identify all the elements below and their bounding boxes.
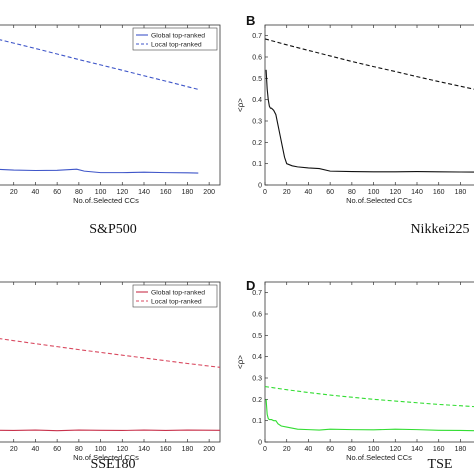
legend-entry: Global top-ranked <box>151 289 205 296</box>
legend: Global top-ranked Local top-ranked <box>132 27 218 51</box>
x-tick-label: 140 <box>138 189 150 196</box>
series-line-global <box>0 168 199 174</box>
x-tick-label: 20 <box>283 189 291 196</box>
x-tick-label: 140 <box>411 189 423 196</box>
x-tick-label: 20 <box>10 446 18 453</box>
x-tick-label: 180 <box>455 446 467 453</box>
plot-frame <box>264 24 474 186</box>
x-tick-label: 100 <box>95 446 107 453</box>
x-tick-label: 120 <box>116 189 128 196</box>
x-tick-label: 60 <box>326 446 334 453</box>
x-tick-label: 180 <box>182 446 194 453</box>
legend-entry: Local top-ranked <box>151 298 202 305</box>
series-line-global <box>265 69 474 173</box>
x-tick-label: 20 <box>10 189 18 196</box>
y-tick-label: 0.1 <box>252 418 262 425</box>
panel-label: D <box>246 278 255 293</box>
y-tick-label: 0.2 <box>252 397 262 404</box>
x-tick-label: 40 <box>305 189 313 196</box>
x-tick-label: 120 <box>389 446 401 453</box>
y-tick-label: 0 <box>258 440 262 447</box>
x-tick-label: 60 <box>53 446 61 453</box>
x-tick-label: 120 <box>389 189 401 196</box>
y-tick-label: 0.3 <box>252 119 262 126</box>
x-tick-label: 160 <box>160 189 172 196</box>
x-tick-label: 200 <box>203 446 215 453</box>
series-line-local <box>0 39 199 90</box>
x-axis-label: No.of.Selected CCs <box>346 196 412 205</box>
x-tick-label: 80 <box>75 446 83 453</box>
y-axis-label: <ρ> <box>236 355 245 369</box>
legend-entry: Global top-ranked <box>151 32 205 39</box>
x-tick-label: 20 <box>283 446 291 453</box>
chart-panel-2: 02040608010012014016018020000.10.20.30.4… <box>236 13 474 237</box>
panel-label: B <box>246 13 255 28</box>
x-axis-label: No.of.Selected CCs <box>73 196 139 205</box>
x-tick-label: 0 <box>263 446 267 453</box>
y-tick-label: 0.7 <box>252 290 262 297</box>
y-tick-label: 0.4 <box>252 354 262 361</box>
y-tick-label: 0.1 <box>252 161 262 168</box>
y-tick-label: 0.6 <box>252 55 262 62</box>
plot-frame <box>264 281 474 443</box>
panel-caption: SSE180 <box>90 457 135 472</box>
x-tick-label: 40 <box>305 446 313 453</box>
series-line-local <box>265 38 474 90</box>
y-axis-label: <ρ> <box>236 98 245 112</box>
chart-panel-4: 02040608010012014016018020000.10.20.30.4… <box>236 278 474 472</box>
x-tick-label: 40 <box>32 446 40 453</box>
x-tick-label: 100 <box>368 446 380 453</box>
legend: Global top-ranked Local top-ranked <box>132 284 218 308</box>
legend-box <box>132 284 218 308</box>
series-line-global <box>0 429 220 432</box>
y-tick-label: 0.6 <box>252 312 262 319</box>
x-tick-label: 120 <box>116 446 128 453</box>
plot-frame <box>0 24 221 186</box>
x-tick-label: 160 <box>160 446 172 453</box>
y-tick-label: 0.5 <box>252 333 262 340</box>
y-tick-label: 0.2 <box>252 140 262 147</box>
y-tick-label: 0.4 <box>252 97 262 104</box>
panel-caption: Nikkei225 <box>410 222 469 237</box>
panel-caption: S&P500 <box>89 222 136 237</box>
legend-box <box>132 27 218 51</box>
x-tick-label: 80 <box>348 189 356 196</box>
x-tick-label: 140 <box>138 446 150 453</box>
x-axis-label: No.of.Selected CCs <box>73 453 139 462</box>
x-tick-label: 160 <box>433 189 445 196</box>
x-tick-label: 180 <box>182 189 194 196</box>
y-tick-label: 0.3 <box>252 376 262 383</box>
x-tick-label: 180 <box>455 189 467 196</box>
plot-frame <box>0 281 221 443</box>
x-tick-label: 0 <box>263 189 267 196</box>
series-line-local <box>0 338 220 368</box>
x-tick-label: 80 <box>348 446 356 453</box>
x-tick-label: 200 <box>203 189 215 196</box>
x-tick-label: 100 <box>368 189 380 196</box>
chart-panel-3: 020406080100120140160180200No.of.Selecte… <box>0 281 221 472</box>
y-tick-label: 0.7 <box>252 33 262 40</box>
x-tick-label: 80 <box>75 189 83 196</box>
chart-panel-1: 020406080100120140160180200No.of.Selecte… <box>0 24 221 237</box>
x-axis-label: No.of.Selected CCs <box>346 453 412 462</box>
x-tick-label: 160 <box>433 446 445 453</box>
x-tick-label: 60 <box>326 189 334 196</box>
y-tick-label: 0 <box>258 183 262 190</box>
series-line-global <box>265 399 474 432</box>
x-tick-label: 100 <box>95 189 107 196</box>
y-tick-label: 0.5 <box>252 76 262 83</box>
x-tick-label: 60 <box>53 189 61 196</box>
x-tick-label: 40 <box>32 189 40 196</box>
x-tick-label: 140 <box>411 446 423 453</box>
legend-entry: Local top-ranked <box>151 41 202 48</box>
panel-caption: TSE <box>428 457 453 472</box>
